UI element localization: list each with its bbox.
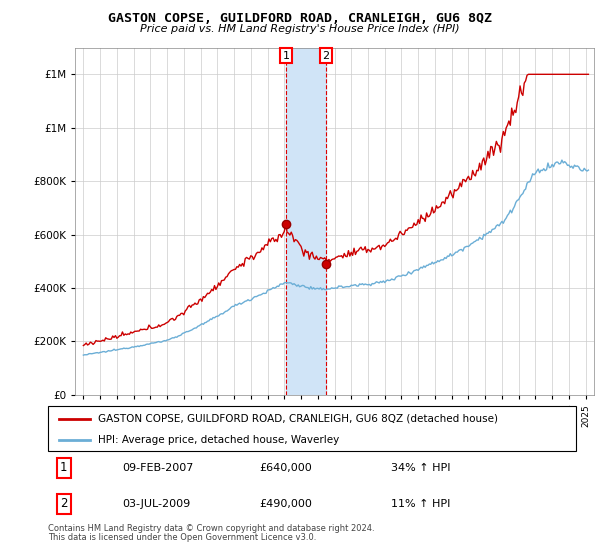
Text: 11% ↑ HPI: 11% ↑ HPI bbox=[391, 499, 451, 509]
Text: HPI: Average price, detached house, Waverley: HPI: Average price, detached house, Wave… bbox=[98, 435, 340, 445]
Text: Contains HM Land Registry data © Crown copyright and database right 2024.: Contains HM Land Registry data © Crown c… bbox=[48, 524, 374, 533]
Text: GASTON COPSE, GUILDFORD ROAD, CRANLEIGH, GU6 8QZ: GASTON COPSE, GUILDFORD ROAD, CRANLEIGH,… bbox=[108, 12, 492, 25]
Text: 03-JUL-2009: 03-JUL-2009 bbox=[122, 499, 190, 509]
Text: This data is licensed under the Open Government Licence v3.0.: This data is licensed under the Open Gov… bbox=[48, 533, 316, 542]
Text: 2: 2 bbox=[323, 50, 329, 60]
Text: 09-FEB-2007: 09-FEB-2007 bbox=[122, 463, 193, 473]
Text: Price paid vs. HM Land Registry's House Price Index (HPI): Price paid vs. HM Land Registry's House … bbox=[140, 24, 460, 34]
Text: £490,000: £490,000 bbox=[259, 499, 312, 509]
Text: 1: 1 bbox=[60, 461, 68, 474]
Text: 1: 1 bbox=[283, 50, 289, 60]
Bar bbox=[286, 48, 326, 395]
Text: GASTON COPSE, GUILDFORD ROAD, CRANLEIGH, GU6 8QZ (detached house): GASTON COPSE, GUILDFORD ROAD, CRANLEIGH,… bbox=[98, 413, 498, 423]
Text: 2: 2 bbox=[60, 497, 68, 510]
Text: 34% ↑ HPI: 34% ↑ HPI bbox=[391, 463, 451, 473]
Text: £640,000: £640,000 bbox=[259, 463, 312, 473]
